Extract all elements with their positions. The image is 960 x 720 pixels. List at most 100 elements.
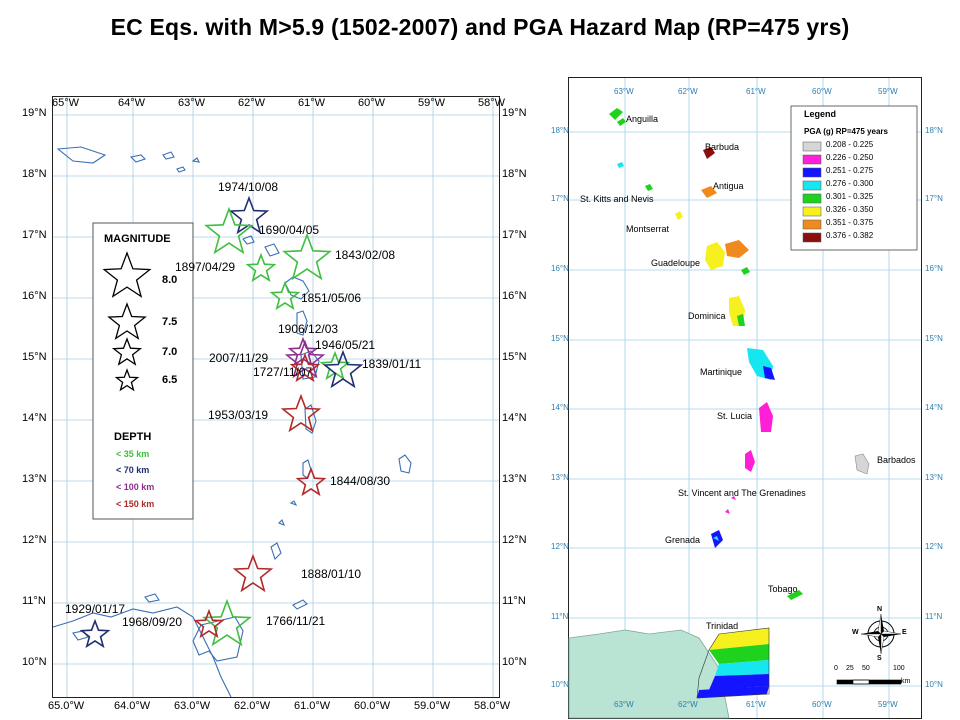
longitude-tick-label: 59°W: [878, 87, 898, 96]
pga-legend-swatch: [802, 154, 822, 165]
barbuda-island: [703, 147, 715, 159]
latitude-tick-label: 15°N: [925, 334, 943, 343]
compass-east-label: E: [902, 629, 907, 636]
pga-legend-label: 0.226 - 0.250: [826, 153, 874, 162]
latitude-tick-label: 14°N: [502, 412, 527, 424]
latitude-tick-label: 19°N: [502, 107, 527, 119]
barbados-island: [854, 453, 870, 475]
longitude-tick-label: 60.0°W: [354, 700, 391, 712]
earthquake-star-icon: [280, 393, 322, 433]
magnitude-legend-star-icon: [114, 368, 140, 392]
island-label-martinique: Martinique: [700, 367, 743, 377]
st-vincent-island: [745, 450, 755, 472]
earthquake-star-icon: [193, 608, 225, 639]
island-shape: [725, 240, 749, 258]
latitude-tick-label: 13°N: [551, 473, 569, 482]
scale-label: 50: [862, 665, 870, 672]
island-label-montserrat: Montserrat: [626, 224, 670, 234]
antigua-island: [701, 186, 717, 198]
earthquake-date-label: 1843/02/08: [335, 248, 396, 262]
latitude-tick-label: 17°N: [551, 194, 569, 203]
scale-label: 25: [846, 665, 854, 672]
island-shape: [617, 118, 626, 126]
compass-rose-icon: [860, 613, 902, 655]
scale-label: 0: [834, 665, 838, 672]
longitude-tick-label: 64°W: [118, 97, 146, 109]
earthquake-star-icon: [284, 339, 326, 379]
earthquake-date-label: 1946/05/21: [315, 338, 376, 352]
longitude-tick-label: 62°W: [678, 87, 698, 96]
latitude-tick-label: 12°N: [502, 534, 527, 546]
latitude-tick-label: 11°N: [22, 595, 46, 607]
scale-label: 100: [893, 665, 905, 672]
compass-north-label: N: [877, 606, 883, 613]
pga-legend-label: 0.326 - 0.350: [826, 205, 874, 214]
pga-hazard-map-canvas: [568, 78, 921, 719]
island-label-grenada: Grenada: [665, 535, 701, 545]
island-label-guadeloupe: Guadeloupe: [651, 258, 701, 268]
longitude-tick-label: 59°W: [418, 97, 446, 109]
scale-unit-label: km: [901, 678, 911, 685]
latitude-tick-label: 17°N: [925, 194, 943, 203]
anguilla-island: [609, 108, 623, 120]
magnitude-legend-label: 7.5: [162, 316, 178, 328]
island-shape: [763, 366, 775, 380]
latitude-tick-label: 13°N: [502, 473, 527, 485]
page-title: EC Eqs. with M>5.9 (1502-2007) and PGA H…: [110, 14, 850, 40]
longitude-tick-label: 60°W: [358, 97, 386, 109]
venezuela-land: [568, 629, 730, 719]
magnitude-legend-label: 6.5: [162, 374, 178, 386]
pga-legend-swatch: [802, 206, 822, 217]
longitude-tick-label: 61.0°W: [294, 700, 331, 712]
compass-south-label: S: [877, 655, 882, 662]
depth-legend-label: < 35 km: [116, 449, 150, 459]
pga-legend-swatch: [802, 232, 822, 243]
earthquake-star-icon: [232, 553, 274, 593]
latitude-tick-label: 18°N: [551, 126, 569, 135]
earthquake-date-label: 1690/04/05: [259, 223, 320, 237]
longitude-tick-label: 61°W: [746, 87, 766, 96]
longitude-tick-label: 65.0°W: [48, 700, 85, 712]
latitude-tick-label: 10°N: [22, 656, 47, 668]
island-label-tobago: Tobago: [768, 584, 798, 594]
longitude-tick-label: 61°W: [746, 700, 766, 709]
latitude-tick-label: 10°N: [925, 680, 943, 689]
longitude-tick-label: 60°W: [812, 87, 832, 96]
latitude-tick-label: 14°N: [551, 403, 569, 412]
pga-legend-label: 0.301 - 0.325: [826, 192, 874, 201]
latitude-tick-label: 15°N: [502, 351, 527, 363]
longitude-tick-label: 63°W: [614, 700, 634, 709]
pga-hazard-map: [568, 77, 922, 719]
longitude-tick-label: 62.0°W: [234, 700, 271, 712]
latitude-tick-label: 19°N: [22, 107, 47, 119]
earthquake-date-label: 2007/11/29: [209, 351, 269, 365]
earthquake-date-label: 1844/08/30: [330, 474, 391, 488]
compass-west-label: W: [852, 629, 859, 636]
island-label-barbuda: Barbuda: [705, 142, 740, 152]
longitude-tick-label: 58°W: [478, 97, 506, 109]
pga-legend-label: 0.276 - 0.300: [826, 179, 874, 188]
depth-legend-label: < 100 km: [116, 482, 155, 492]
longitude-tick-label: 59.0°W: [414, 700, 451, 712]
longitude-tick-label: 63.0°W: [174, 700, 211, 712]
earthquake-date-label: 1888/01/10: [301, 567, 362, 581]
longitude-tick-label: 62°W: [238, 97, 266, 109]
earthquake-star-icon: [322, 349, 364, 389]
pga-legend-label: 0.376 - 0.382: [826, 231, 874, 240]
earthquake-map: [52, 96, 500, 698]
island-label-trinidad: Trinidad: [706, 621, 739, 631]
latitude-tick-label: 15°N: [551, 334, 569, 343]
earthquake-star-icon: [79, 618, 111, 649]
pga-legend-subtitle: PGA (g) RP=475 years: [804, 127, 888, 136]
longitude-tick-label: 62°W: [678, 700, 698, 709]
latitude-tick-label: 10°N: [502, 656, 527, 668]
pga-legend-swatch: [802, 167, 822, 178]
pga-legend-swatch: [802, 180, 822, 191]
latitude-tick-label: 11°N: [502, 595, 526, 607]
latitude-tick-label: 11°N: [551, 612, 569, 621]
magnitude-legend-label: 8.0: [162, 274, 178, 286]
earthquake-date-label: 1906/12/03: [278, 322, 339, 336]
latitude-tick-label: 11°N: [925, 612, 943, 621]
island-shape: [731, 496, 736, 500]
earthquake-star-icon: [295, 466, 327, 497]
